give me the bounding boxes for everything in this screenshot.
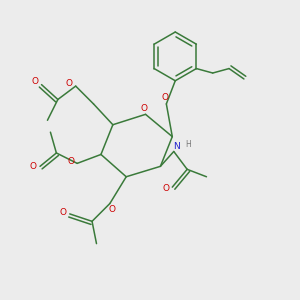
Text: O: O bbox=[32, 77, 38, 86]
Text: O: O bbox=[141, 104, 148, 113]
Text: H: H bbox=[185, 140, 191, 148]
Text: O: O bbox=[163, 184, 170, 193]
Text: O: O bbox=[162, 94, 169, 103]
Text: O: O bbox=[67, 158, 74, 166]
Text: N: N bbox=[173, 142, 180, 151]
Text: O: O bbox=[30, 162, 37, 171]
Text: O: O bbox=[60, 208, 67, 217]
Text: O: O bbox=[109, 205, 116, 214]
Text: O: O bbox=[66, 79, 73, 88]
